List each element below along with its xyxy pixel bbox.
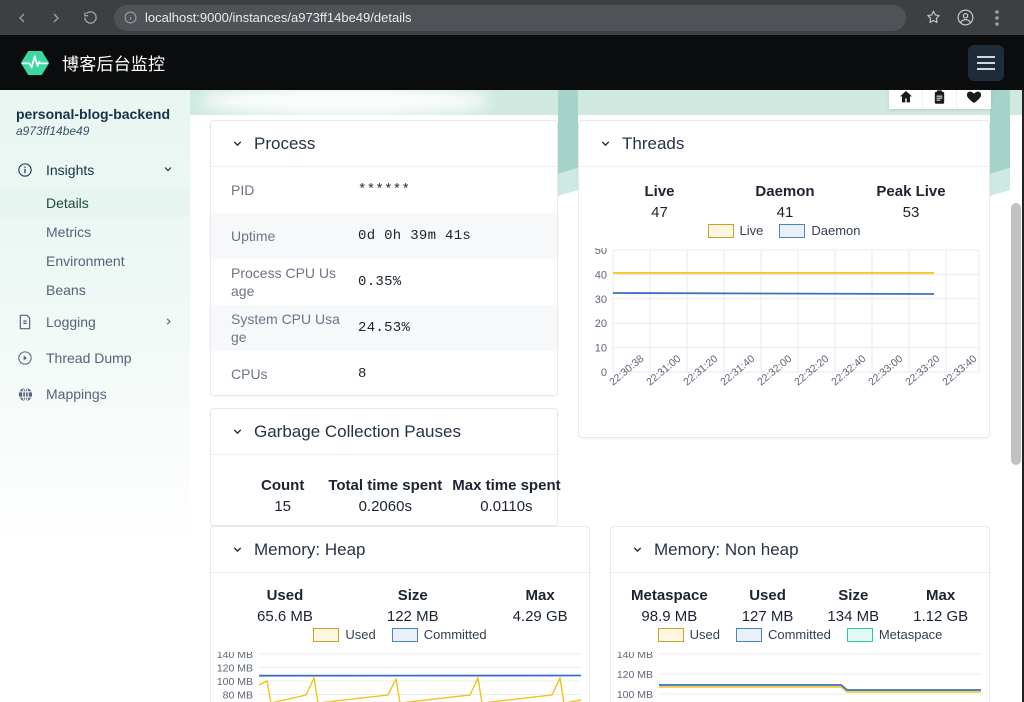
svg-text:10: 10 <box>595 343 607 355</box>
svg-text:100 MB: 100 MB <box>217 676 253 688</box>
svg-text:120 MB: 120 MB <box>217 663 253 675</box>
svg-text:20: 20 <box>595 318 607 330</box>
svg-text:140 MB: 140 MB <box>217 652 253 661</box>
svg-text:140 MB: 140 MB <box>617 652 653 661</box>
svg-text:120 MB: 120 MB <box>617 669 653 681</box>
svg-text:0: 0 <box>601 367 607 379</box>
svg-text:100 MB: 100 MB <box>617 689 653 701</box>
svg-text:50: 50 <box>595 248 607 257</box>
svg-text:80 MB: 80 MB <box>223 690 253 702</box>
svg-text:40: 40 <box>595 269 607 281</box>
svg-text:30: 30 <box>595 294 607 306</box>
